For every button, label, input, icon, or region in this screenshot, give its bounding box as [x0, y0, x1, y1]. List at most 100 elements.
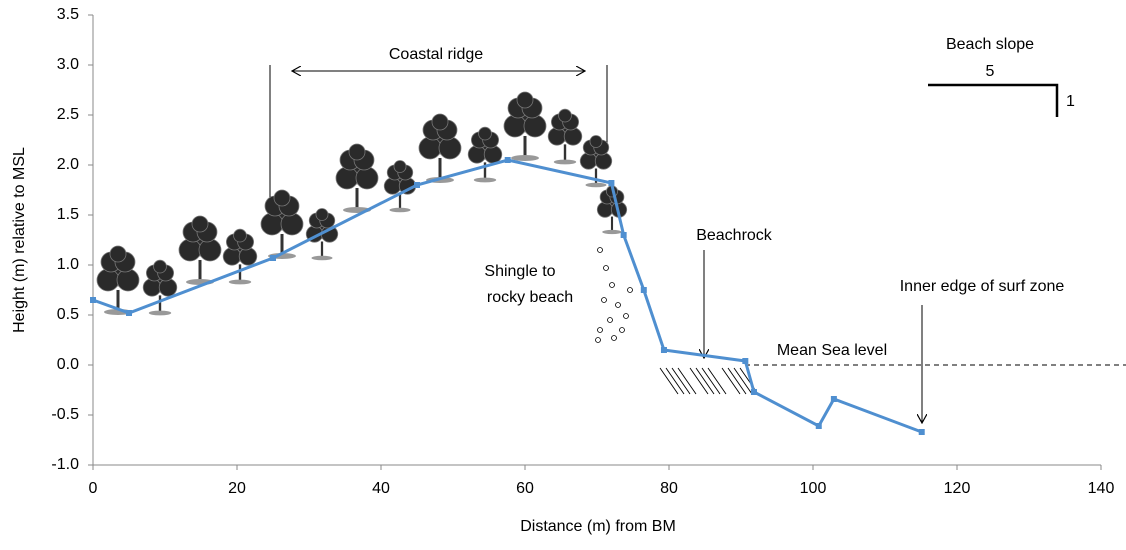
tree-trunk [438, 158, 442, 180]
y-axis-title: Height (m) relative to MSL [11, 147, 28, 333]
profile-point [640, 287, 647, 293]
profile-point [742, 358, 749, 364]
profile-point [608, 180, 615, 186]
tree-crown [178, 238, 202, 262]
annotation: Beach slope [946, 36, 1034, 53]
annotation: 1 [1066, 93, 1075, 110]
profile-point [504, 157, 511, 163]
tree-base [148, 310, 172, 316]
x-tick-label: 100 [800, 480, 827, 497]
y-tick-label: 2.5 [57, 106, 79, 123]
tree-crown [273, 189, 291, 207]
decoration [96, 91, 759, 395]
tree-crown [260, 212, 284, 236]
tree-crown [558, 108, 572, 123]
tree-crown [438, 136, 462, 160]
shingle [619, 327, 625, 333]
tree-crown [393, 160, 407, 173]
tree-base [602, 229, 622, 235]
profile-point [830, 396, 837, 402]
y-tick-label: 2.0 [57, 156, 79, 173]
profile-point [414, 182, 420, 188]
tree-crown [523, 114, 547, 138]
tree-crown [191, 215, 209, 233]
tree-trunk [320, 241, 324, 258]
shingle [609, 282, 615, 288]
y-tick-label: 0.5 [57, 306, 79, 323]
tree-crown [516, 91, 534, 109]
profile-point [270, 255, 276, 261]
tree-trunk [610, 216, 614, 232]
x-tick-label: 120 [944, 480, 971, 497]
shingle [611, 335, 617, 341]
beachrock-hatch [721, 367, 741, 395]
tree-crown [467, 145, 487, 164]
tree-crown [335, 166, 359, 190]
profile-line [92, 158, 923, 434]
profile-point [660, 347, 667, 353]
tree-trunk [523, 136, 527, 158]
tree-crown [563, 127, 583, 146]
tree-crown [280, 212, 304, 236]
tree-base [228, 279, 252, 285]
tree-crown [109, 245, 127, 263]
beachrock-hatch [733, 367, 753, 395]
annotation: Inner edge of surf zone [900, 278, 1065, 295]
tree-crown [579, 152, 598, 170]
tree-trunk [158, 295, 162, 313]
tree-crown [233, 228, 247, 243]
tree-trunk [594, 168, 598, 185]
beachrock-hatch [695, 367, 715, 395]
x-tick-label: 0 [89, 480, 98, 497]
y-tick-label: -1.0 [51, 456, 79, 473]
tree-crown [478, 126, 492, 141]
x-axis-title: Distance (m) from BM [520, 518, 676, 535]
profile-point [126, 310, 132, 316]
tree-crown [589, 135, 603, 148]
annotation: Shingle to [484, 263, 555, 280]
x-tick-label: 60 [516, 480, 534, 497]
tree-crown [431, 113, 449, 131]
tree-crown [547, 127, 567, 146]
y-tick-label: 0.0 [57, 356, 79, 373]
tree-crown [596, 201, 614, 218]
tree-crown [158, 278, 178, 297]
shingle [615, 302, 621, 308]
shingle [597, 327, 603, 333]
annotation: Mean Sea level [777, 342, 887, 359]
beachrock-hatch [689, 367, 709, 395]
tree-base [585, 182, 607, 188]
annotation: Coastal ridge [389, 46, 483, 63]
x-tick-label: 20 [228, 480, 246, 497]
tree-crown [383, 177, 402, 195]
tree-trunk [198, 260, 202, 282]
tree-crown [142, 278, 162, 297]
y-tick-label: 1.5 [57, 206, 79, 223]
beachrock-hatch [707, 367, 727, 395]
beachrock-hatch [727, 367, 747, 395]
shingle [601, 297, 607, 303]
beachrock-hatch [677, 367, 697, 395]
shingle [603, 265, 609, 271]
slope-symbol [928, 83, 1059, 117]
profile-point [90, 297, 96, 303]
tree-crown [348, 143, 366, 161]
beachrock-hatch [701, 367, 721, 395]
x-tick-label: 140 [1088, 480, 1115, 497]
y-tick-label: -0.5 [51, 406, 79, 423]
y-tick-label: 1.0 [57, 256, 79, 273]
tree-trunk [398, 193, 402, 210]
x-tick-label: 80 [660, 480, 678, 497]
shingle [623, 313, 629, 319]
tree-trunk [116, 290, 120, 312]
y-tick-label: 3.0 [57, 56, 79, 73]
profile-point [918, 429, 925, 435]
tree-trunk [563, 144, 567, 162]
annotation: Beachrock [696, 227, 773, 244]
tree-crown [594, 152, 613, 170]
tree-crown [238, 247, 258, 266]
tree-crown [153, 259, 167, 274]
profile-point [750, 389, 757, 395]
tree-trunk [280, 234, 284, 256]
tree-trunk [238, 264, 242, 282]
